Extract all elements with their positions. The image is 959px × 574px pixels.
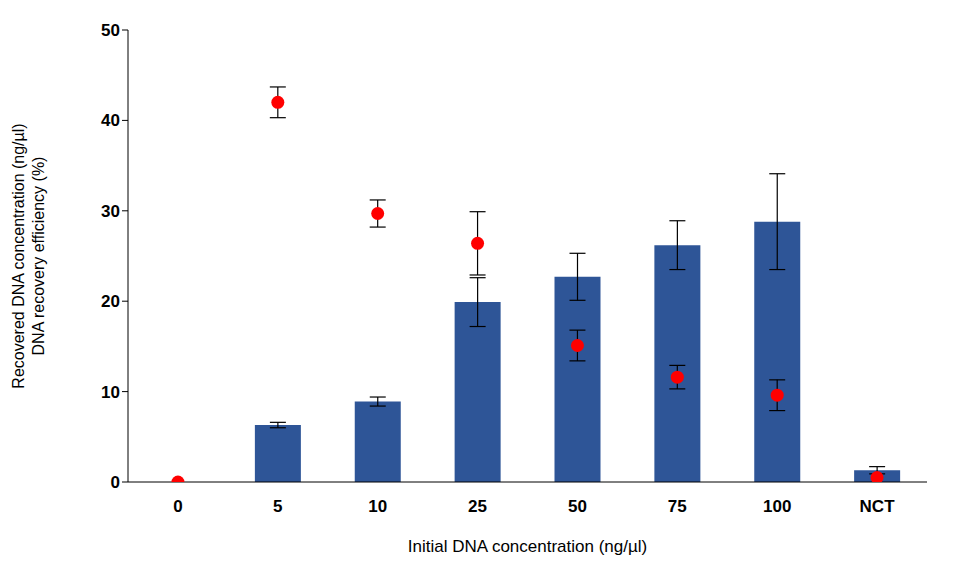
svg-text:10: 10	[368, 497, 387, 516]
svg-text:50: 50	[568, 497, 587, 516]
svg-text:10: 10	[101, 383, 120, 402]
svg-text:20: 20	[101, 292, 120, 311]
svg-text:Initial DNA concentration (ng/: Initial DNA concentration (ng/µl)	[408, 537, 647, 556]
svg-text:75: 75	[668, 497, 687, 516]
svg-text:0: 0	[173, 497, 182, 516]
svg-text:NCT: NCT	[860, 497, 896, 516]
svg-text:25: 25	[468, 497, 487, 516]
svg-text:5: 5	[273, 497, 282, 516]
svg-text:30: 30	[101, 202, 120, 221]
svg-text:40: 40	[101, 111, 120, 130]
svg-text:50: 50	[101, 21, 120, 40]
svg-text:Recovered DNA concentration (n: Recovered DNA concentration (ng/µl)DNA r…	[10, 123, 47, 388]
svg-text:100: 100	[763, 497, 791, 516]
svg-text:0: 0	[111, 473, 120, 492]
